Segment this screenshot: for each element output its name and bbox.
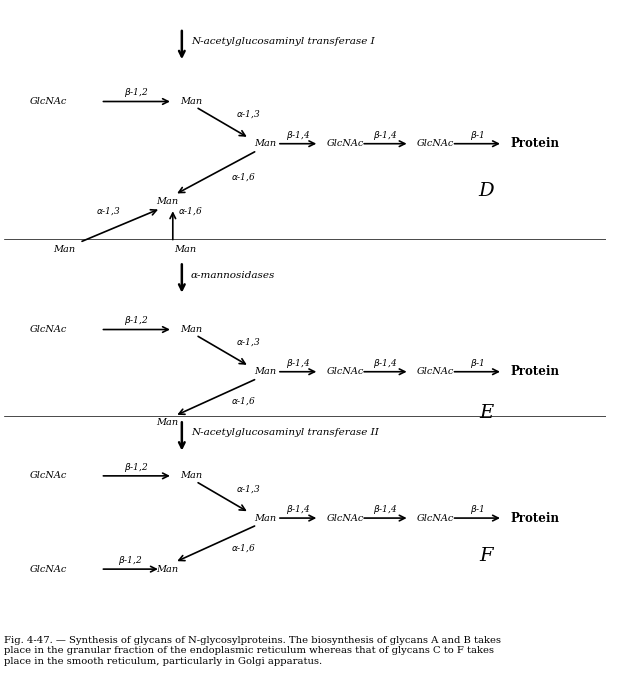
Text: Man: Man — [254, 139, 276, 148]
Text: Man: Man — [254, 513, 276, 522]
Text: $\alpha$-1,6: $\alpha$-1,6 — [231, 395, 256, 407]
Text: $\beta$-1,4: $\beta$-1,4 — [373, 129, 397, 142]
Text: Protein: Protein — [510, 511, 559, 524]
Text: $\beta$-1,4: $\beta$-1,4 — [286, 357, 310, 370]
Text: N-acetylglucosaminyl transferase II: N-acetylglucosaminyl transferase II — [191, 429, 379, 438]
Text: GlcNAc: GlcNAc — [30, 325, 67, 334]
Text: GlcNAc: GlcNAc — [30, 471, 67, 480]
Text: E: E — [479, 404, 493, 422]
Text: $\alpha$-1,3: $\alpha$-1,3 — [236, 483, 261, 495]
Text: GlcNAc: GlcNAc — [417, 139, 454, 148]
Text: Protein: Protein — [510, 137, 559, 150]
Text: Man: Man — [174, 245, 196, 254]
Text: $\alpha$-1,3: $\alpha$-1,3 — [236, 337, 261, 348]
Text: $\alpha$-1,6: $\alpha$-1,6 — [231, 171, 256, 183]
Text: Man: Man — [180, 471, 203, 480]
Text: Man: Man — [156, 564, 178, 574]
Text: Fig. 4-47. — Synthesis of glycans of N-glycosylproteins. The biosynthesis of gly: Fig. 4-47. — Synthesis of glycans of N-g… — [4, 636, 501, 666]
Text: D: D — [478, 183, 494, 200]
Text: $\beta$-1,2: $\beta$-1,2 — [124, 86, 149, 99]
Text: Protein: Protein — [510, 365, 559, 378]
Text: GlcNAc: GlcNAc — [326, 513, 364, 522]
Text: α-mannosidases: α-mannosidases — [191, 271, 275, 280]
Text: Man: Man — [156, 418, 178, 427]
Text: $\beta$-1,4: $\beta$-1,4 — [286, 503, 310, 516]
Text: $\alpha$-1,3: $\alpha$-1,3 — [95, 205, 120, 217]
Text: Man: Man — [53, 245, 76, 254]
Text: $\alpha$-1,3: $\alpha$-1,3 — [236, 109, 261, 121]
Text: Man: Man — [180, 325, 203, 334]
Text: Man: Man — [156, 197, 178, 206]
Text: GlcNAc: GlcNAc — [417, 513, 454, 522]
Text: $\alpha$-1,6: $\alpha$-1,6 — [178, 205, 203, 217]
Text: $\beta$-1,4: $\beta$-1,4 — [286, 129, 310, 142]
Text: $\beta$-1,4: $\beta$-1,4 — [373, 503, 397, 516]
Text: N-acetylglucosaminyl transferase I: N-acetylglucosaminyl transferase I — [191, 37, 374, 46]
Text: Man: Man — [180, 97, 203, 106]
Text: $\beta$-1: $\beta$-1 — [470, 357, 485, 370]
Text: Man: Man — [254, 367, 276, 376]
Text: GlcNAc: GlcNAc — [30, 97, 67, 106]
Text: $\beta$-1,2: $\beta$-1,2 — [124, 461, 149, 474]
Text: $\alpha$-1,6: $\alpha$-1,6 — [231, 542, 256, 553]
Text: $\beta$-1: $\beta$-1 — [470, 129, 485, 142]
Text: $\beta$-1: $\beta$-1 — [470, 503, 485, 516]
Text: GlcNAc: GlcNAc — [30, 564, 67, 574]
Text: $\beta$-1,4: $\beta$-1,4 — [373, 357, 397, 370]
Text: $\beta$-1,2: $\beta$-1,2 — [119, 554, 143, 567]
Text: GlcNAc: GlcNAc — [326, 367, 364, 376]
Text: $\beta$-1,2: $\beta$-1,2 — [124, 314, 149, 327]
Text: GlcNAc: GlcNAc — [326, 139, 364, 148]
Text: F: F — [479, 546, 493, 564]
Text: GlcNAc: GlcNAc — [417, 367, 454, 376]
